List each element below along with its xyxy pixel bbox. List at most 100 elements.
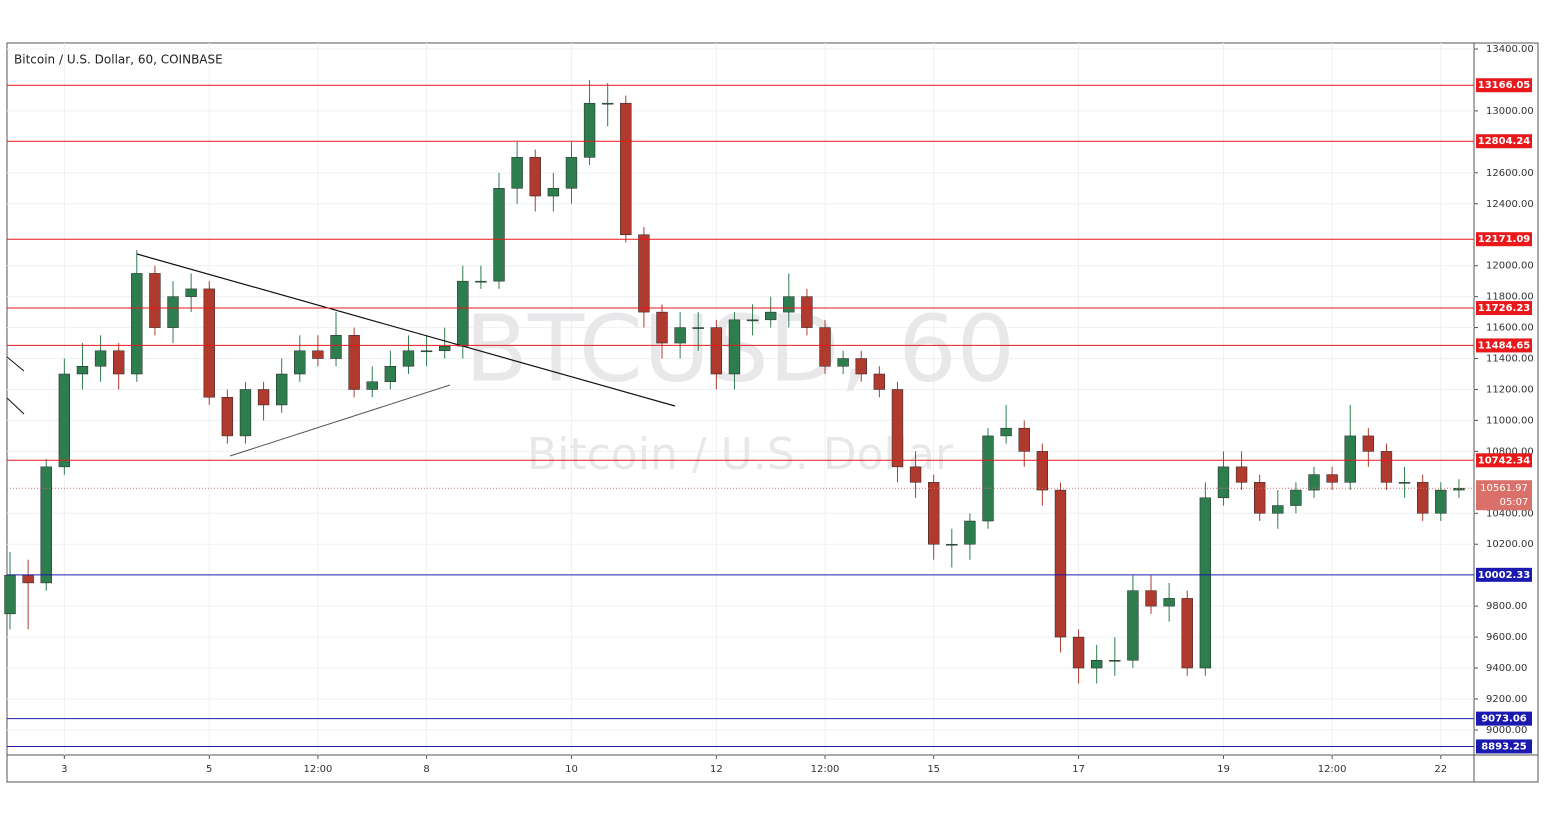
level-label: 12804.24 (1478, 136, 1531, 147)
candle-body (964, 520, 976, 545)
candle-body (1018, 427, 1030, 452)
candle-body (1163, 598, 1175, 607)
candle-body (40, 466, 52, 584)
candle-body (58, 373, 71, 468)
candle-body (457, 280, 469, 347)
level-label-bg (1476, 453, 1532, 468)
y-tick-label: 13400.00 (1486, 44, 1534, 55)
candle-body (1036, 451, 1049, 491)
level-label-bg (1476, 567, 1532, 582)
candle-body (1272, 505, 1284, 514)
candle-body (475, 280, 487, 283)
candle-body (746, 319, 759, 322)
candle-body (765, 311, 777, 321)
candle-body (330, 335, 342, 359)
candle-body (257, 389, 270, 406)
candle-body (1290, 489, 1302, 506)
candle-body (801, 296, 813, 328)
trend-line (136, 253, 676, 407)
candle-body (1417, 482, 1429, 514)
y-tick-label: 9800.00 (1486, 601, 1527, 612)
candle-body (76, 366, 89, 375)
level-label-bg (1476, 232, 1532, 247)
candle-body (1453, 487, 1465, 491)
candle-body (1254, 482, 1266, 514)
candle-body (1199, 497, 1212, 669)
candle-body (384, 366, 397, 382)
watermark-subtitle: Bitcoin / U.S. Dollar (527, 429, 954, 480)
candle-body (873, 373, 886, 390)
candle-body (602, 102, 614, 105)
level-label-bg (1476, 338, 1532, 353)
y-tick-label: 11800.00 (1486, 292, 1534, 303)
candle-body (1072, 636, 1085, 669)
last-price-label: 10561.97 (1480, 483, 1528, 494)
candle-body (547, 188, 560, 197)
candle-body (620, 102, 632, 235)
y-tick-label: 13000.00 (1486, 106, 1534, 117)
candle-body (420, 350, 433, 353)
level-label: 9073.06 (1481, 714, 1527, 725)
candle-body (583, 102, 596, 158)
candle-body (674, 327, 686, 344)
y-tick-label: 9000.00 (1486, 725, 1527, 736)
candle-body (131, 273, 143, 375)
level-label: 10002.33 (1478, 570, 1531, 581)
y-tick-label: 12000.00 (1486, 261, 1534, 272)
candle-body (1000, 427, 1012, 437)
candle-body (203, 288, 215, 398)
y-tick-label: 10800.00 (1486, 446, 1534, 457)
candle-body (366, 381, 378, 390)
x-tick-label: 3 (61, 764, 67, 775)
candle-body (946, 543, 958, 546)
last-price-bg (1476, 480, 1532, 511)
candle-body (149, 273, 161, 328)
y-tick-label: 11200.00 (1486, 384, 1534, 395)
candle-body (439, 345, 451, 352)
candle-body (276, 373, 288, 406)
level-label: 11726.23 (1478, 303, 1531, 314)
y-tick-label: 11400.00 (1486, 354, 1534, 365)
y-tick-label: 9200.00 (1486, 694, 1527, 705)
candle-body (1181, 598, 1193, 669)
candle-body (710, 327, 723, 375)
candle-body (928, 482, 940, 545)
candle-body (1235, 466, 1248, 483)
candle-body (565, 157, 578, 189)
candle-body (837, 358, 849, 367)
candle-body (855, 358, 867, 375)
x-tick-label: 10 (565, 764, 578, 775)
candle-body (1145, 590, 1157, 607)
level-label: 10742.34 (1478, 455, 1531, 466)
candle-body (185, 288, 197, 297)
candle-body (1380, 451, 1393, 483)
x-tick-label: 8 (423, 764, 429, 775)
trend-line (229, 384, 451, 457)
x-tick-label: 17 (1072, 764, 1085, 775)
candle-body (529, 157, 541, 197)
x-tick-label: 12:00 (811, 764, 840, 775)
candle-body (1326, 474, 1338, 483)
x-tick-label: 15 (927, 764, 940, 775)
candle-body (891, 389, 904, 468)
candle-body (239, 389, 252, 437)
candle-body (1344, 435, 1356, 483)
candle-body (1054, 489, 1067, 638)
candle-body (312, 350, 324, 359)
candle-body (909, 466, 922, 483)
candle-body (511, 157, 523, 189)
trend-line (6, 397, 25, 415)
candle-body (1308, 474, 1320, 491)
candle-body (819, 327, 831, 367)
x-tick-label: 12:00 (303, 764, 332, 775)
candle-body (982, 435, 994, 522)
candle-body (4, 574, 16, 615)
x-tick-label: 12 (710, 764, 723, 775)
x-tick-label: 22 (1434, 764, 1447, 775)
y-tick-label: 11000.00 (1486, 415, 1534, 426)
y-tick-label: 10400.00 (1486, 508, 1534, 519)
candle-body (493, 188, 505, 282)
candle-body (1435, 489, 1447, 514)
level-label: 11484.65 (1478, 340, 1531, 351)
